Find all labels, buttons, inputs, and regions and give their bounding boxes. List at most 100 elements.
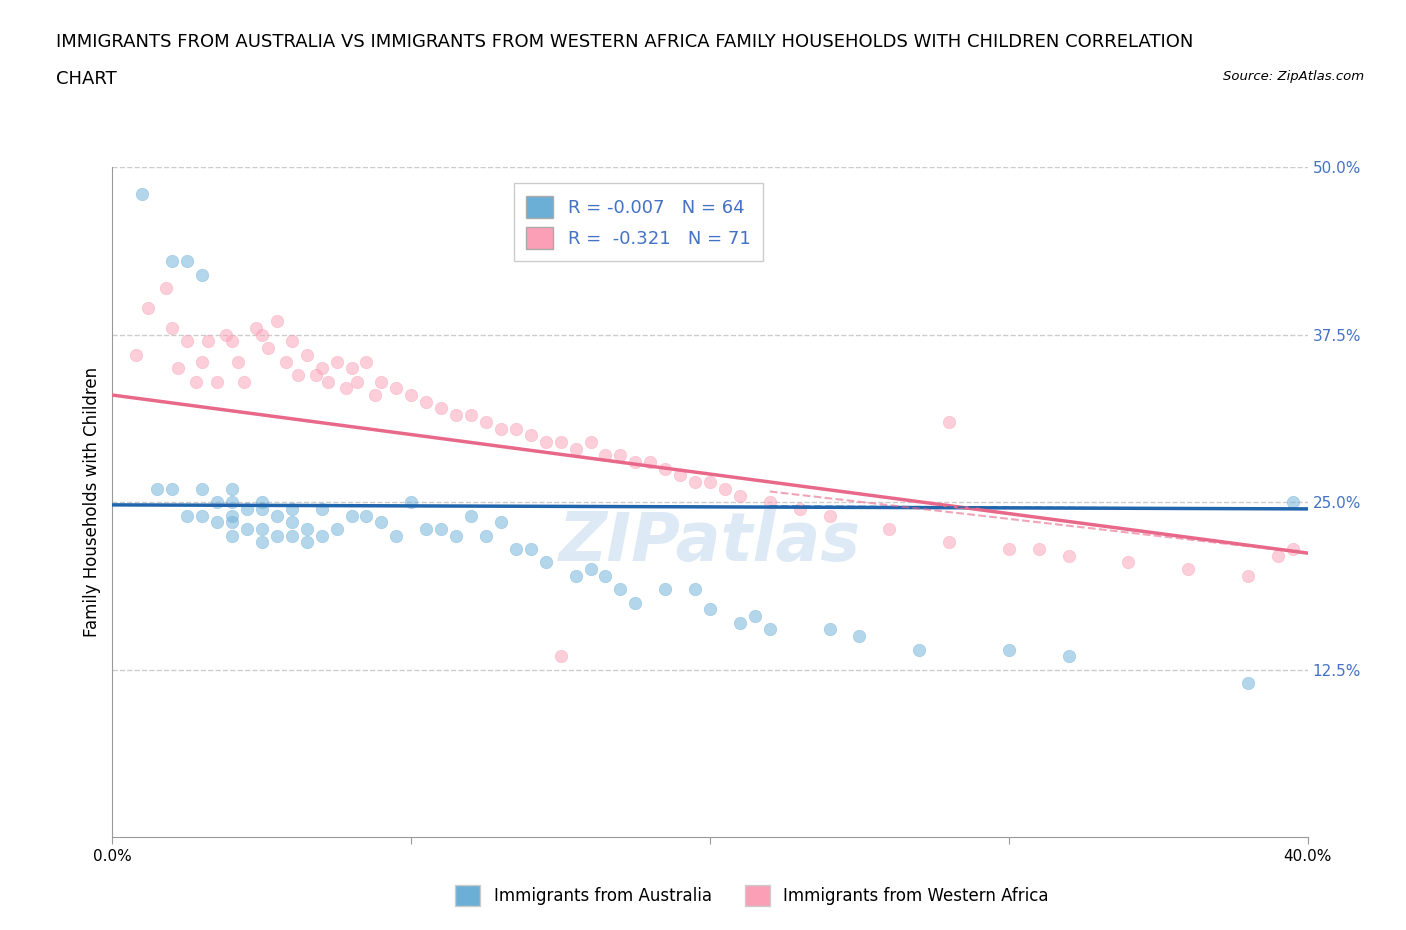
Point [186, 374, 208, 389]
Point [316, 374, 339, 389]
Point [444, 407, 467, 422]
Point [1177, 562, 1199, 577]
Point [1028, 541, 1050, 556]
Point [1118, 555, 1140, 570]
Point [534, 555, 557, 570]
Point [534, 434, 557, 449]
Point [579, 434, 602, 449]
Point [155, 281, 177, 296]
Point [818, 622, 841, 637]
Point [938, 415, 960, 430]
Point [335, 381, 357, 396]
Point [250, 495, 273, 510]
Point [304, 367, 326, 382]
Point [579, 562, 602, 577]
Point [564, 568, 586, 583]
Point [281, 334, 304, 349]
Point [564, 441, 586, 456]
Point [669, 468, 692, 483]
Point [215, 327, 238, 342]
Point [475, 415, 498, 430]
Point [364, 388, 387, 403]
Point [1267, 549, 1289, 564]
Point [759, 495, 782, 510]
Text: CHART: CHART [56, 70, 117, 87]
Point [311, 361, 333, 376]
Point [385, 381, 408, 396]
Point [356, 354, 378, 369]
Point [489, 515, 512, 530]
Point [257, 340, 280, 355]
Point [356, 508, 378, 523]
Point [221, 495, 243, 510]
Point [460, 407, 482, 422]
Point [1057, 549, 1080, 564]
Point [311, 501, 333, 516]
Point [221, 508, 243, 523]
Point [176, 334, 198, 349]
Point [281, 528, 304, 543]
Point [250, 501, 273, 516]
Point [401, 388, 423, 403]
Point [346, 374, 368, 389]
Point [1237, 675, 1260, 690]
Point [401, 495, 423, 510]
Point [295, 522, 318, 537]
Point [295, 535, 318, 550]
Point [191, 354, 214, 369]
Point [475, 528, 498, 543]
Point [370, 374, 392, 389]
Point [1281, 541, 1303, 556]
Point [744, 608, 766, 623]
Point [683, 582, 706, 597]
Point [550, 649, 572, 664]
Point [415, 394, 437, 409]
Point [699, 602, 721, 617]
Point [266, 508, 288, 523]
Point [274, 354, 297, 369]
Point [325, 354, 347, 369]
Point [654, 582, 676, 597]
Point [245, 321, 267, 336]
Point [197, 334, 219, 349]
Point [146, 482, 169, 497]
Point [325, 522, 347, 537]
Point [998, 642, 1021, 657]
Point [998, 541, 1021, 556]
Point [250, 327, 273, 342]
Point [714, 482, 737, 497]
Point [266, 314, 288, 329]
Point [221, 334, 243, 349]
Point [295, 348, 318, 363]
Point [221, 515, 243, 530]
Point [162, 321, 183, 336]
Legend: R = -0.007   N = 64, R =  -0.321   N = 71: R = -0.007 N = 64, R = -0.321 N = 71 [513, 183, 763, 261]
Point [281, 515, 304, 530]
Point [430, 401, 453, 416]
Point [221, 528, 243, 543]
Point [848, 629, 870, 644]
Point [430, 522, 453, 537]
Point [232, 374, 256, 389]
Point [624, 455, 647, 470]
Point [877, 522, 901, 537]
Point [226, 354, 249, 369]
Point [176, 508, 198, 523]
Point [1057, 649, 1080, 664]
Point [520, 541, 543, 556]
Point [205, 515, 228, 530]
Point [311, 528, 333, 543]
Point [340, 508, 363, 523]
Point [505, 541, 527, 556]
Point [638, 455, 662, 470]
Point [728, 488, 751, 503]
Point [236, 501, 259, 516]
Point [221, 482, 243, 497]
Point [191, 482, 214, 497]
Point [287, 367, 309, 382]
Point [250, 535, 273, 550]
Point [444, 528, 467, 543]
Point [236, 522, 259, 537]
Point [595, 448, 617, 463]
Point [595, 568, 617, 583]
